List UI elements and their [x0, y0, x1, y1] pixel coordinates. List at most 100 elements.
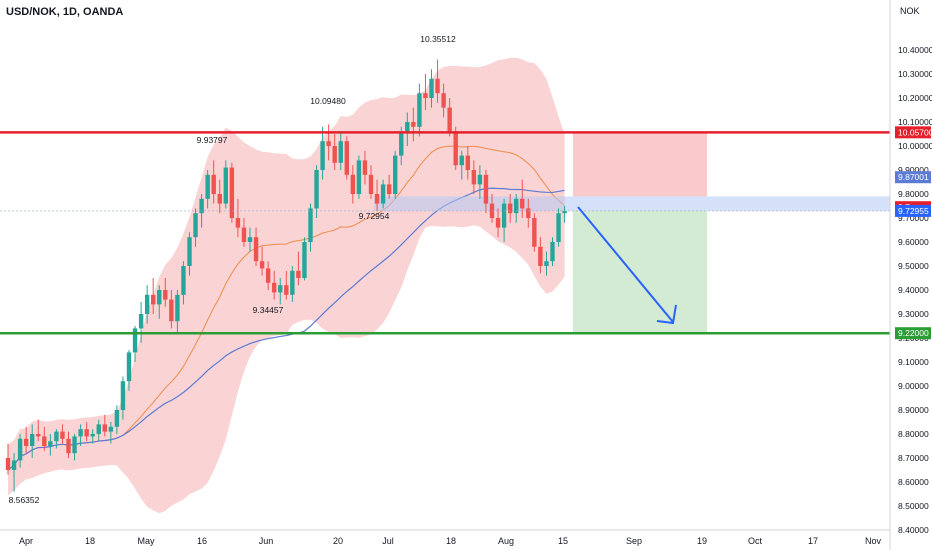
candle: [247, 227, 253, 252]
candle: [393, 150, 398, 199]
candle-body: [96, 424, 101, 434]
time-tick-label: Jun: [259, 536, 274, 546]
candle: [423, 74, 428, 110]
candle-body: [42, 436, 47, 446]
candle-body: [308, 208, 313, 242]
candle: [483, 170, 489, 214]
price-tick-label: 9.50000: [898, 261, 929, 271]
candle: [495, 208, 501, 238]
price-tick-label: 10.10000: [898, 117, 932, 127]
candle-body: [90, 434, 95, 437]
candle: [532, 213, 537, 252]
candle-body: [447, 107, 452, 132]
candle-body: [17, 438, 23, 461]
price-tick-label: 10.00000: [898, 141, 932, 151]
candle-body: [48, 441, 53, 446]
candle: [102, 414, 107, 437]
candle-body: [217, 194, 222, 204]
candle-body: [11, 460, 17, 470]
candle: [66, 431, 71, 458]
candle-body: [223, 167, 228, 204]
candle: [501, 198, 507, 242]
entry-zone: [374, 196, 890, 211]
candle: [120, 376, 126, 420]
candle: [193, 208, 198, 247]
candle-body: [368, 174, 374, 194]
candle: [84, 422, 89, 442]
price-tick-label: 8.40000: [898, 525, 929, 535]
candle-body: [132, 328, 138, 353]
price-tick-label: 8.90000: [898, 405, 929, 415]
candle-body: [507, 203, 513, 214]
candle-body: [320, 141, 325, 170]
candle-body: [459, 155, 464, 166]
candle: [272, 270, 277, 300]
candle-body: [405, 122, 410, 132]
support-price-label: 9.22000: [898, 328, 929, 338]
candle-body: [247, 237, 253, 242]
current-price-label: 9.72955: [898, 206, 929, 216]
candle: [380, 179, 386, 209]
long-moving-average-line: [7, 187, 565, 471]
candle-body: [169, 299, 174, 322]
price-tick-label: 8.80000: [898, 429, 929, 439]
candle-body: [241, 227, 247, 242]
candle: [278, 278, 283, 305]
price-annotations: 10.35512 10.09480 9.93797 9.72954 9.34457 8.5…: [9, 34, 456, 505]
candle-body: [429, 78, 434, 98]
price-annotation: 9.93797: [197, 135, 228, 145]
risk-reward-zones: [374, 132, 890, 334]
time-tick-label: Aug: [498, 536, 514, 546]
candle: [441, 83, 446, 118]
candle: [296, 251, 301, 286]
candle-body: [441, 93, 446, 108]
candle-body: [453, 131, 458, 166]
price-tick-label: 9.10000: [898, 357, 929, 367]
candle-body: [556, 213, 561, 242]
candle-body: [272, 282, 277, 293]
price-annotation: 9.34457: [253, 305, 284, 315]
candle: [308, 203, 313, 252]
time-tick-label: Sep: [626, 536, 642, 546]
price-annotation: 10.35512: [420, 34, 456, 44]
candle: [265, 261, 271, 290]
support-price-label-bg: [895, 327, 931, 340]
time-axis[interactable]: Apr 18 May 16 Jun 20 Jul 18 Aug 15 Sep 19 Oct 17 Nov: [0, 529, 890, 546]
candle-body: [193, 213, 198, 238]
candle: [350, 165, 356, 204]
candle: [411, 107, 416, 142]
candle: [42, 426, 47, 451]
chart-title: USD/NOK, 1D, OANDA: [6, 6, 124, 18]
candle: [90, 429, 95, 444]
candle-body: [423, 93, 428, 98]
candle: [54, 429, 59, 449]
time-tick-label: 18: [446, 536, 456, 546]
candle: [417, 83, 422, 137]
candle-body: [259, 261, 265, 269]
candle: [151, 278, 156, 314]
candles-group: [5, 59, 567, 492]
candle: [126, 350, 132, 391]
candle: [5, 443, 11, 475]
time-tick-label: 15: [558, 536, 568, 546]
candle: [205, 170, 210, 209]
candle-body: [326, 141, 331, 146]
candle-body: [296, 270, 301, 278]
candle-body: [199, 198, 204, 214]
candle: [144, 285, 150, 324]
forecast-arrow[interactable]: [577, 206, 677, 325]
candle-body: [562, 210, 567, 214]
candle-body: [501, 203, 507, 228]
candle: [241, 218, 247, 247]
price-axis[interactable]: 10.40000 10.30000 10.20000 10.10000 10.00000…: [889, 0, 932, 550]
candle-body: [126, 352, 132, 382]
candle-body: [84, 429, 89, 437]
candle: [284, 270, 289, 300]
candle: [36, 419, 41, 442]
candle: [187, 232, 192, 276]
candle-body: [253, 237, 259, 262]
candle-body: [120, 381, 126, 410]
candle: [60, 424, 65, 444]
candle: [290, 266, 295, 302]
